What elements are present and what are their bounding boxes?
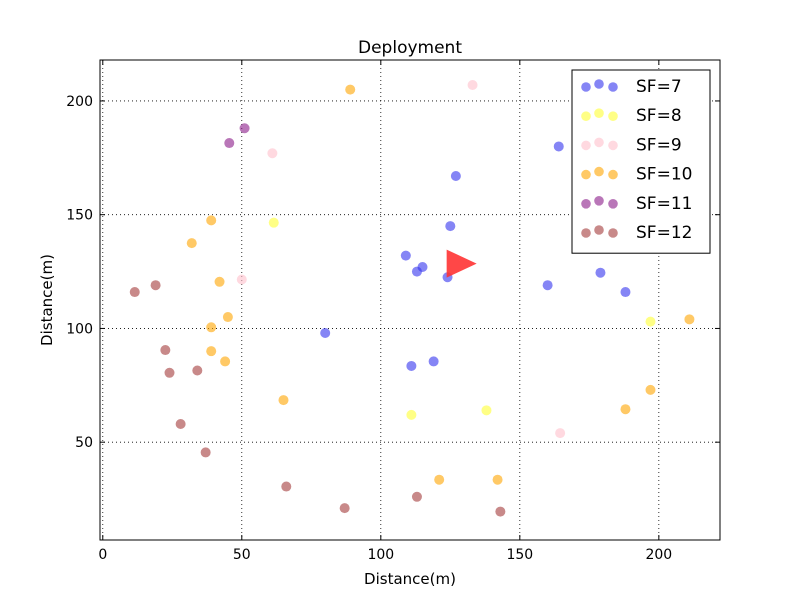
x-tick-label: 200 [645, 547, 672, 563]
data-point [236, 274, 247, 285]
data-point [164, 367, 175, 378]
legend-marker [581, 82, 591, 92]
legend-label: SF=9 [636, 135, 682, 155]
data-point [684, 314, 695, 325]
legend-marker [581, 228, 591, 238]
data-point [281, 481, 292, 492]
legend-marker [594, 196, 604, 206]
data-point [411, 266, 422, 277]
legend-label: SF=12 [636, 223, 692, 243]
data-point [222, 312, 233, 323]
data-point [434, 474, 445, 485]
legend-label: SF=7 [636, 77, 682, 97]
legend-label: SF=8 [636, 106, 682, 126]
legend-marker [594, 166, 604, 177]
data-point [267, 148, 278, 159]
data-point [555, 428, 566, 439]
gateway-marker [446, 249, 477, 278]
y-tick-label: 50 [75, 435, 93, 451]
legend-label: SF=10 [636, 165, 692, 185]
data-point [450, 171, 461, 182]
legend-marker [581, 111, 591, 121]
legend-marker [608, 111, 618, 121]
data-point [175, 418, 186, 429]
data-point [224, 138, 235, 149]
legend-marker [581, 140, 591, 151]
data-points [129, 80, 695, 517]
data-point [428, 356, 439, 367]
data-point [553, 141, 564, 152]
data-point [192, 365, 203, 376]
y-tick-label: 150 [66, 208, 93, 224]
legend-marker [608, 140, 618, 151]
data-point [411, 491, 422, 502]
data-point [186, 238, 197, 249]
legend-marker [594, 137, 604, 148]
x-tick-label: 0 [98, 547, 107, 563]
data-point [645, 384, 656, 395]
data-point [645, 316, 656, 327]
data-point [278, 395, 289, 406]
data-point [239, 123, 250, 134]
data-point [481, 405, 492, 416]
data-point [467, 80, 478, 91]
x-tick-label: 50 [233, 547, 251, 563]
data-point [268, 217, 279, 228]
legend-marker [581, 199, 591, 209]
data-point [206, 215, 217, 226]
x-tick-label: 100 [367, 547, 394, 563]
data-point [445, 221, 456, 232]
axis-ticks: 0 50 100 150 200 50 100 150 200 [66, 60, 720, 563]
data-point [492, 474, 503, 485]
data-point [214, 276, 225, 287]
y-tick-label: 100 [66, 321, 93, 337]
legend-label: SF=11 [636, 194, 692, 214]
data-point [339, 503, 350, 514]
legend-marker [594, 108, 604, 118]
legend-marker [594, 79, 604, 89]
chart-title: Deployment [358, 38, 462, 58]
legend-marker [608, 169, 618, 180]
data-point [200, 447, 211, 458]
x-axis-label: Distance(m) [364, 570, 456, 588]
data-point [406, 360, 417, 371]
data-point [620, 287, 631, 298]
data-point [620, 404, 631, 415]
legend-marker [594, 225, 604, 235]
data-point [320, 327, 331, 338]
y-axis-label: Distance(m) [38, 254, 56, 346]
data-point [495, 506, 506, 517]
data-point [220, 356, 231, 367]
legend: SF=7 SF=8 SF=9 SF=10 SF=11 SF=12 [571, 69, 711, 254]
data-point [400, 250, 411, 261]
data-point [206, 322, 217, 333]
data-point [150, 280, 161, 291]
legend-marker [608, 199, 618, 209]
legend-marker [608, 228, 618, 238]
data-point [345, 84, 356, 95]
data-point [595, 267, 606, 278]
data-point [206, 346, 217, 357]
legend-marker [608, 82, 618, 92]
plot-frame [99, 59, 721, 541]
data-point [542, 280, 553, 291]
data-point [160, 345, 171, 356]
legend-box [571, 69, 711, 254]
y-tick-label: 200 [66, 94, 93, 110]
data-point [129, 287, 140, 298]
data-point [406, 409, 417, 420]
x-tick-label: 150 [506, 547, 533, 563]
legend-marker [581, 169, 591, 180]
